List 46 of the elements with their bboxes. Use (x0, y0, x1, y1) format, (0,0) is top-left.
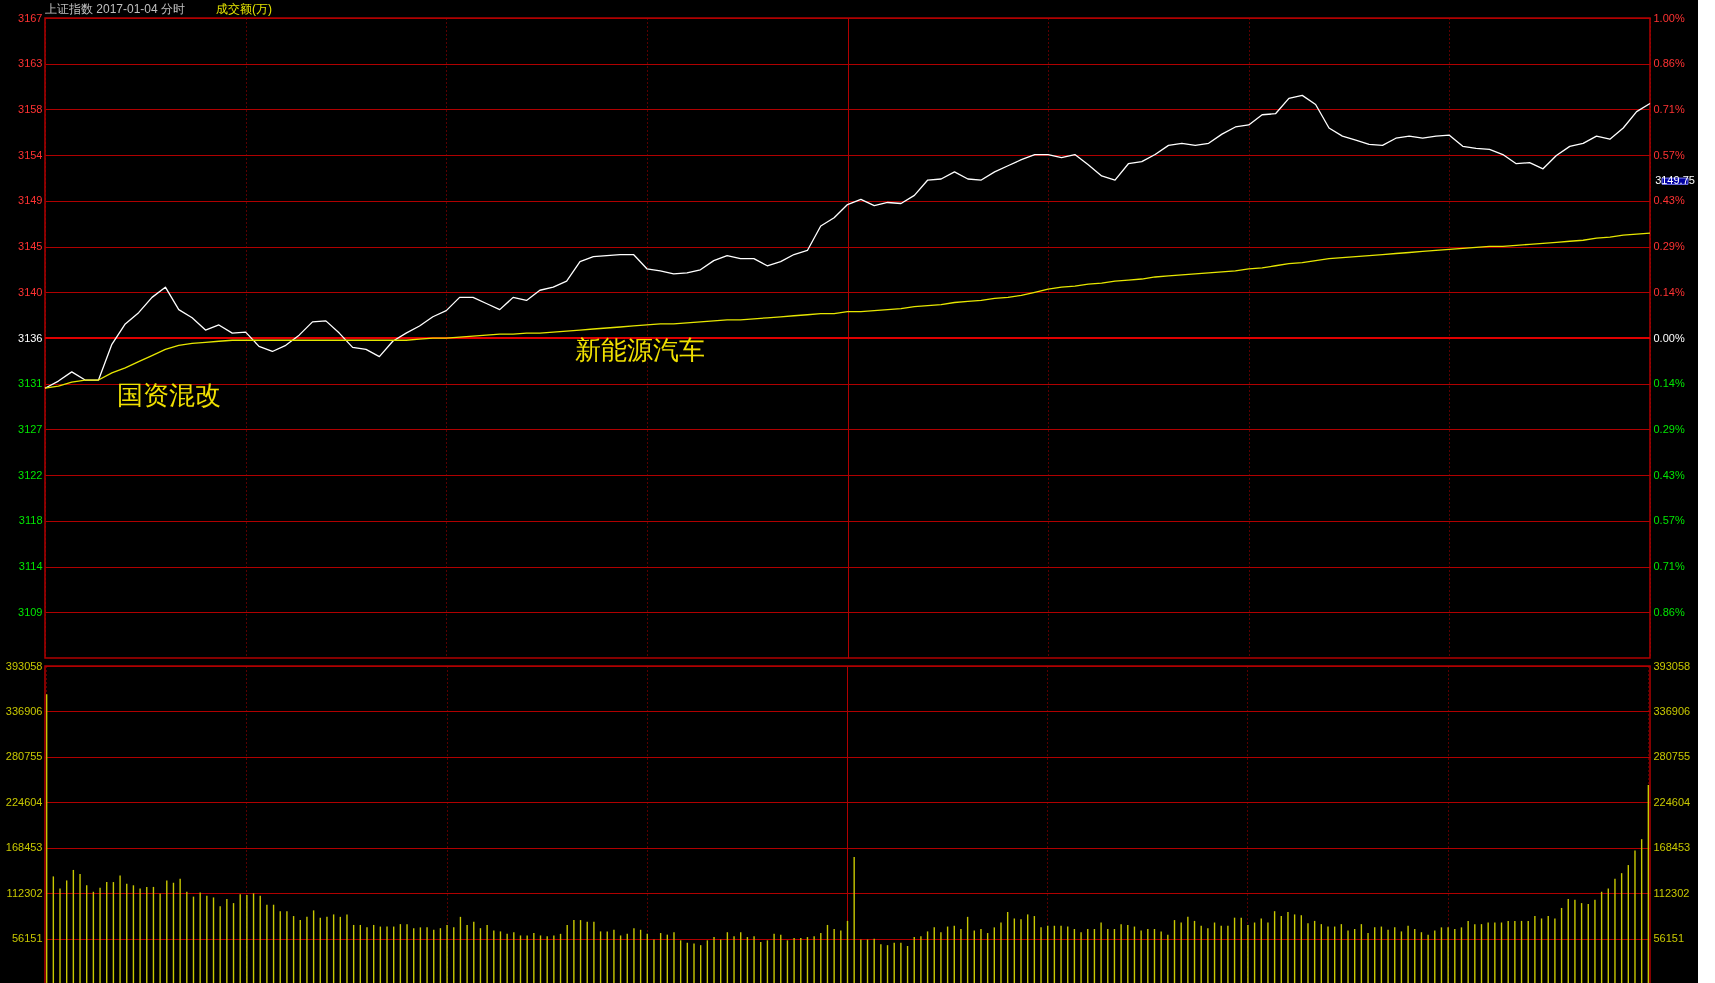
y-tick-label: 3131 (18, 377, 43, 390)
y-tick-label: 3154 (18, 148, 43, 161)
y-tick-label: 3158 (18, 102, 43, 115)
y-tick-label: 3140 (18, 285, 43, 298)
annotation: 国资混改 (117, 379, 222, 410)
y2-tick-label: 0.57% (1653, 514, 1685, 527)
y2-tick-label: 0.14% (1653, 285, 1685, 298)
y-tick-label: 393058 (5, 659, 43, 672)
y-tick-label: 3122 (18, 468, 43, 481)
y2-tick-label: 0.86% (1653, 57, 1685, 70)
y-tick-label: 3145 (18, 240, 43, 253)
y2-tick-label: 0.57% (1653, 148, 1685, 161)
y2-tick-label: 0.86% (1653, 605, 1685, 618)
y2-tick-label: 0.29% (1653, 239, 1685, 252)
y-tick-label: 3114 (18, 560, 43, 573)
y2-tick-label: 393058 (1653, 659, 1691, 672)
y-tick-label: 224604 (5, 795, 43, 808)
y-tick-label: 3149 (18, 194, 43, 207)
y-tick-label: 112302 (6, 886, 43, 899)
y-tick-label: 3163 (18, 57, 43, 70)
y2-tick-label: 0.00% (1653, 331, 1685, 344)
y2-tick-label: 168453 (1653, 841, 1691, 854)
y-tick-label: 3118 (18, 514, 43, 527)
y2-tick-label: 0.71% (1653, 103, 1685, 116)
y-tick-label: 56151 (11, 932, 43, 945)
y-tick-label: 3167 (18, 11, 43, 24)
y2-tick-label: 0.43% (1653, 468, 1685, 481)
y-tick-label: 3127 (18, 422, 43, 435)
y-tick-label: 3136 (18, 331, 43, 344)
annotation: 新能源汽车 (574, 334, 705, 365)
y2-tick-label: 0.43% (1653, 194, 1685, 207)
y2-tick-label: 336906 (1653, 704, 1691, 717)
y2-tick-label: 1.00% (1653, 11, 1685, 24)
y-tick-label: 168453 (5, 841, 43, 854)
y2-tick-label: 224604 (1653, 795, 1691, 808)
y2-tick-label: 280755 (1653, 750, 1691, 763)
chart-subtitle: 成交额(万) (216, 2, 273, 16)
chart-title: 上证指数 2017-01-04 分时 (45, 2, 186, 16)
y2-tick-label: 0.71% (1653, 559, 1685, 572)
y-tick-label: 3109 (18, 605, 43, 618)
y-tick-label: 336906 (5, 704, 43, 717)
y2-tick-label: 56151 (1653, 932, 1685, 945)
y-tick-label: 280755 (5, 750, 43, 763)
y2-tick-label: 0.29% (1653, 423, 1685, 436)
y2-tick-label: 0.14% (1653, 377, 1685, 390)
y2-tick-label: 112302 (1653, 886, 1690, 899)
